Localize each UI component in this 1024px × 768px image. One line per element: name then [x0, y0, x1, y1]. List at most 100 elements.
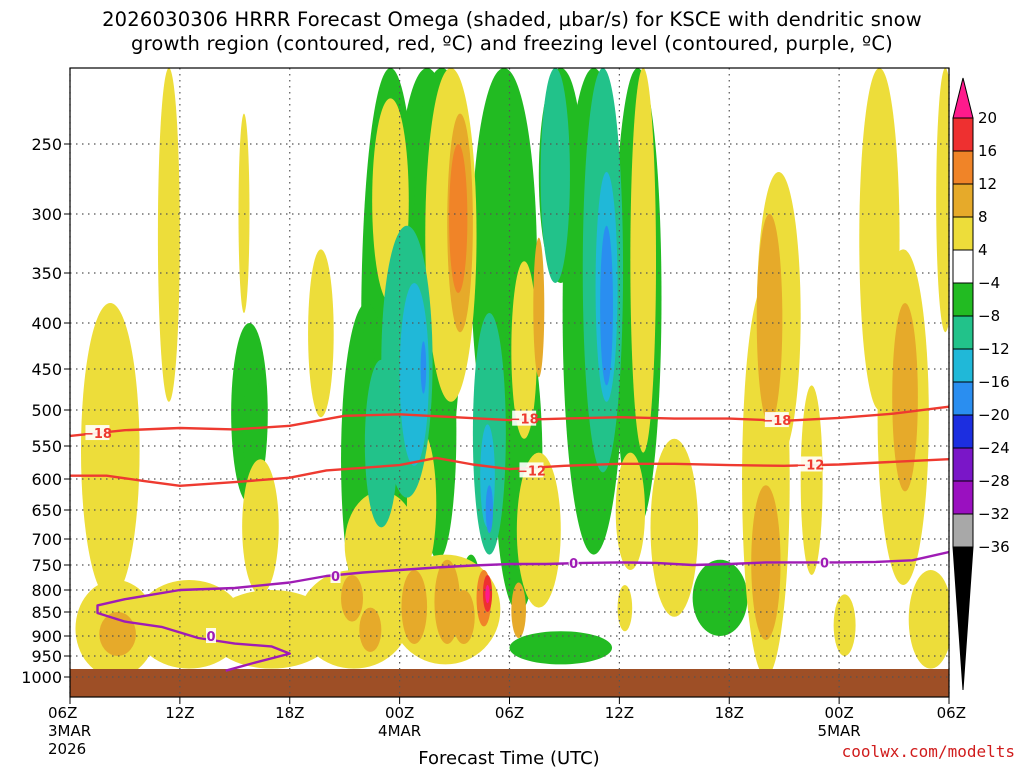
- colorbar-label: 20: [978, 109, 997, 127]
- omega-cell: [341, 575, 364, 622]
- y-tick-label: 400: [31, 314, 62, 333]
- y-tick-label: 900: [31, 627, 62, 646]
- omega-cell: [511, 261, 537, 439]
- x-year-label: 2026: [48, 740, 86, 758]
- colorbar-bottom-arrow: [952, 546, 974, 691]
- colorbar-top-arrow: [952, 77, 974, 119]
- contour-label-bg: [330, 568, 341, 583]
- chart-title-line2: growth region (contoured, red, ºC) and f…: [131, 32, 893, 55]
- contour-label: 0: [331, 570, 340, 585]
- contour-label: −12: [795, 458, 824, 473]
- x-tick-label: 18Z: [275, 704, 304, 722]
- colorbar-label: −4: [978, 274, 1000, 292]
- omega-cell: [800, 385, 823, 575]
- contour-label-bg: [819, 554, 830, 570]
- omega-cell: [399, 283, 429, 466]
- colorbar-label: −24: [978, 439, 1010, 457]
- contour-label-bg: [85, 425, 110, 441]
- colorbar-swatch: [952, 150, 974, 185]
- omega-cell: [936, 68, 949, 333]
- contour-label-bg: [797, 456, 822, 472]
- colorbar: 20 16 12 8 4 −4 −8 −12 −16 −20 −24 −28 −32 −36: [952, 77, 1010, 691]
- omega-shading: [75, 68, 949, 677]
- y-tick-label: 450: [31, 360, 62, 379]
- contour-labels: −18 −18 −18 −12 −12 0 0 0 0: [83, 410, 830, 645]
- omega-cell: [80, 303, 140, 599]
- omega-cell: [452, 590, 475, 644]
- y-tick-label: 800: [31, 581, 62, 600]
- contour-line: [96, 581, 291, 672]
- x-tick-label: 06Z: [48, 704, 77, 722]
- omega-cell: [650, 438, 699, 617]
- colorbar-label: −32: [978, 505, 1010, 523]
- contour-label-bg: [512, 410, 537, 426]
- y-tick-label: 600: [31, 470, 62, 489]
- y-tick-label: 550: [31, 437, 62, 456]
- colorbar-label: −20: [978, 406, 1010, 424]
- colorbar-label: 4: [978, 241, 988, 259]
- plot-gridlines: [69, 68, 950, 697]
- x-date-label: 5MAR: [818, 722, 861, 740]
- contour-line: [70, 456, 949, 487]
- contour-label: −18: [83, 427, 112, 442]
- omega-cell: [485, 485, 494, 534]
- colorbar-swatch: [952, 480, 974, 515]
- x-tick-label: 06Z: [937, 704, 966, 722]
- omega-cell: [157, 68, 180, 402]
- contour-label: 0: [569, 557, 578, 572]
- x-date-label: 4MAR: [378, 722, 421, 740]
- y-tick-label: 250: [31, 135, 62, 154]
- colorbar-label: −16: [978, 373, 1010, 391]
- contour-lines: [70, 405, 949, 672]
- colorbar-swatch: [952, 414, 974, 449]
- colorbar-label: −36: [978, 538, 1010, 556]
- colorbar-swatch: [952, 447, 974, 482]
- x-axis-label: Forecast Time (UTC): [418, 748, 599, 768]
- x-tick-label: 06Z: [495, 704, 524, 722]
- omega-cell: [630, 68, 656, 453]
- colorbar-swatch: [952, 513, 974, 548]
- x-tick-label: 00Z: [385, 704, 414, 722]
- y-tick-label: 700: [31, 530, 62, 549]
- omega-cell: [533, 237, 545, 378]
- omega-cell: [756, 214, 783, 425]
- x-tick-label: 12Z: [165, 704, 194, 722]
- omega-cell: [892, 303, 918, 492]
- omega-cell: [449, 144, 468, 293]
- omega-cell: [401, 570, 428, 644]
- contour-label: 0: [820, 556, 829, 571]
- contour-label: −18: [762, 414, 791, 429]
- omega-cell: [509, 631, 613, 665]
- x-tick-label: 18Z: [715, 704, 744, 722]
- omega-cell: [692, 559, 748, 637]
- contour-line: [70, 405, 949, 438]
- chart-title-line1: 2026030306 HRRR Forecast Omega (shaded, …: [102, 8, 922, 31]
- y-tick-label: 950: [31, 647, 62, 666]
- colorbar-swatch: [952, 348, 974, 383]
- colorbar-label: 16: [978, 142, 997, 160]
- y-tick-label: 350: [31, 264, 62, 283]
- omega-cell: [308, 249, 334, 418]
- omega-cell: [420, 341, 427, 394]
- contour-label: 0: [206, 630, 215, 645]
- omega-cell: [511, 582, 526, 638]
- omega-cell: [833, 594, 856, 656]
- credit-link[interactable]: coolwx.com/modelts: [842, 742, 1015, 761]
- omega-cell: [359, 607, 382, 652]
- contour-label: −12: [517, 464, 546, 479]
- contour-label-bg: [206, 628, 217, 643]
- colorbar-label: −8: [978, 307, 1000, 325]
- x-tick-label: 12Z: [605, 704, 634, 722]
- omega-cell: [540, 68, 570, 283]
- y-tick-label: 850: [31, 603, 62, 622]
- omega-cell: [485, 585, 490, 604]
- contour-line: [289, 550, 949, 584]
- colorbar-swatch: [952, 183, 974, 218]
- omega-cell: [615, 452, 646, 570]
- colorbar-label: −12: [978, 340, 1010, 358]
- colorbar-swatch: [952, 381, 974, 416]
- contour-label-bg: [568, 554, 579, 570]
- chart-title: 2026030306 HRRR Forecast Omega (shaded, …: [0, 8, 1024, 56]
- x-tick-label: 00Z: [824, 704, 853, 722]
